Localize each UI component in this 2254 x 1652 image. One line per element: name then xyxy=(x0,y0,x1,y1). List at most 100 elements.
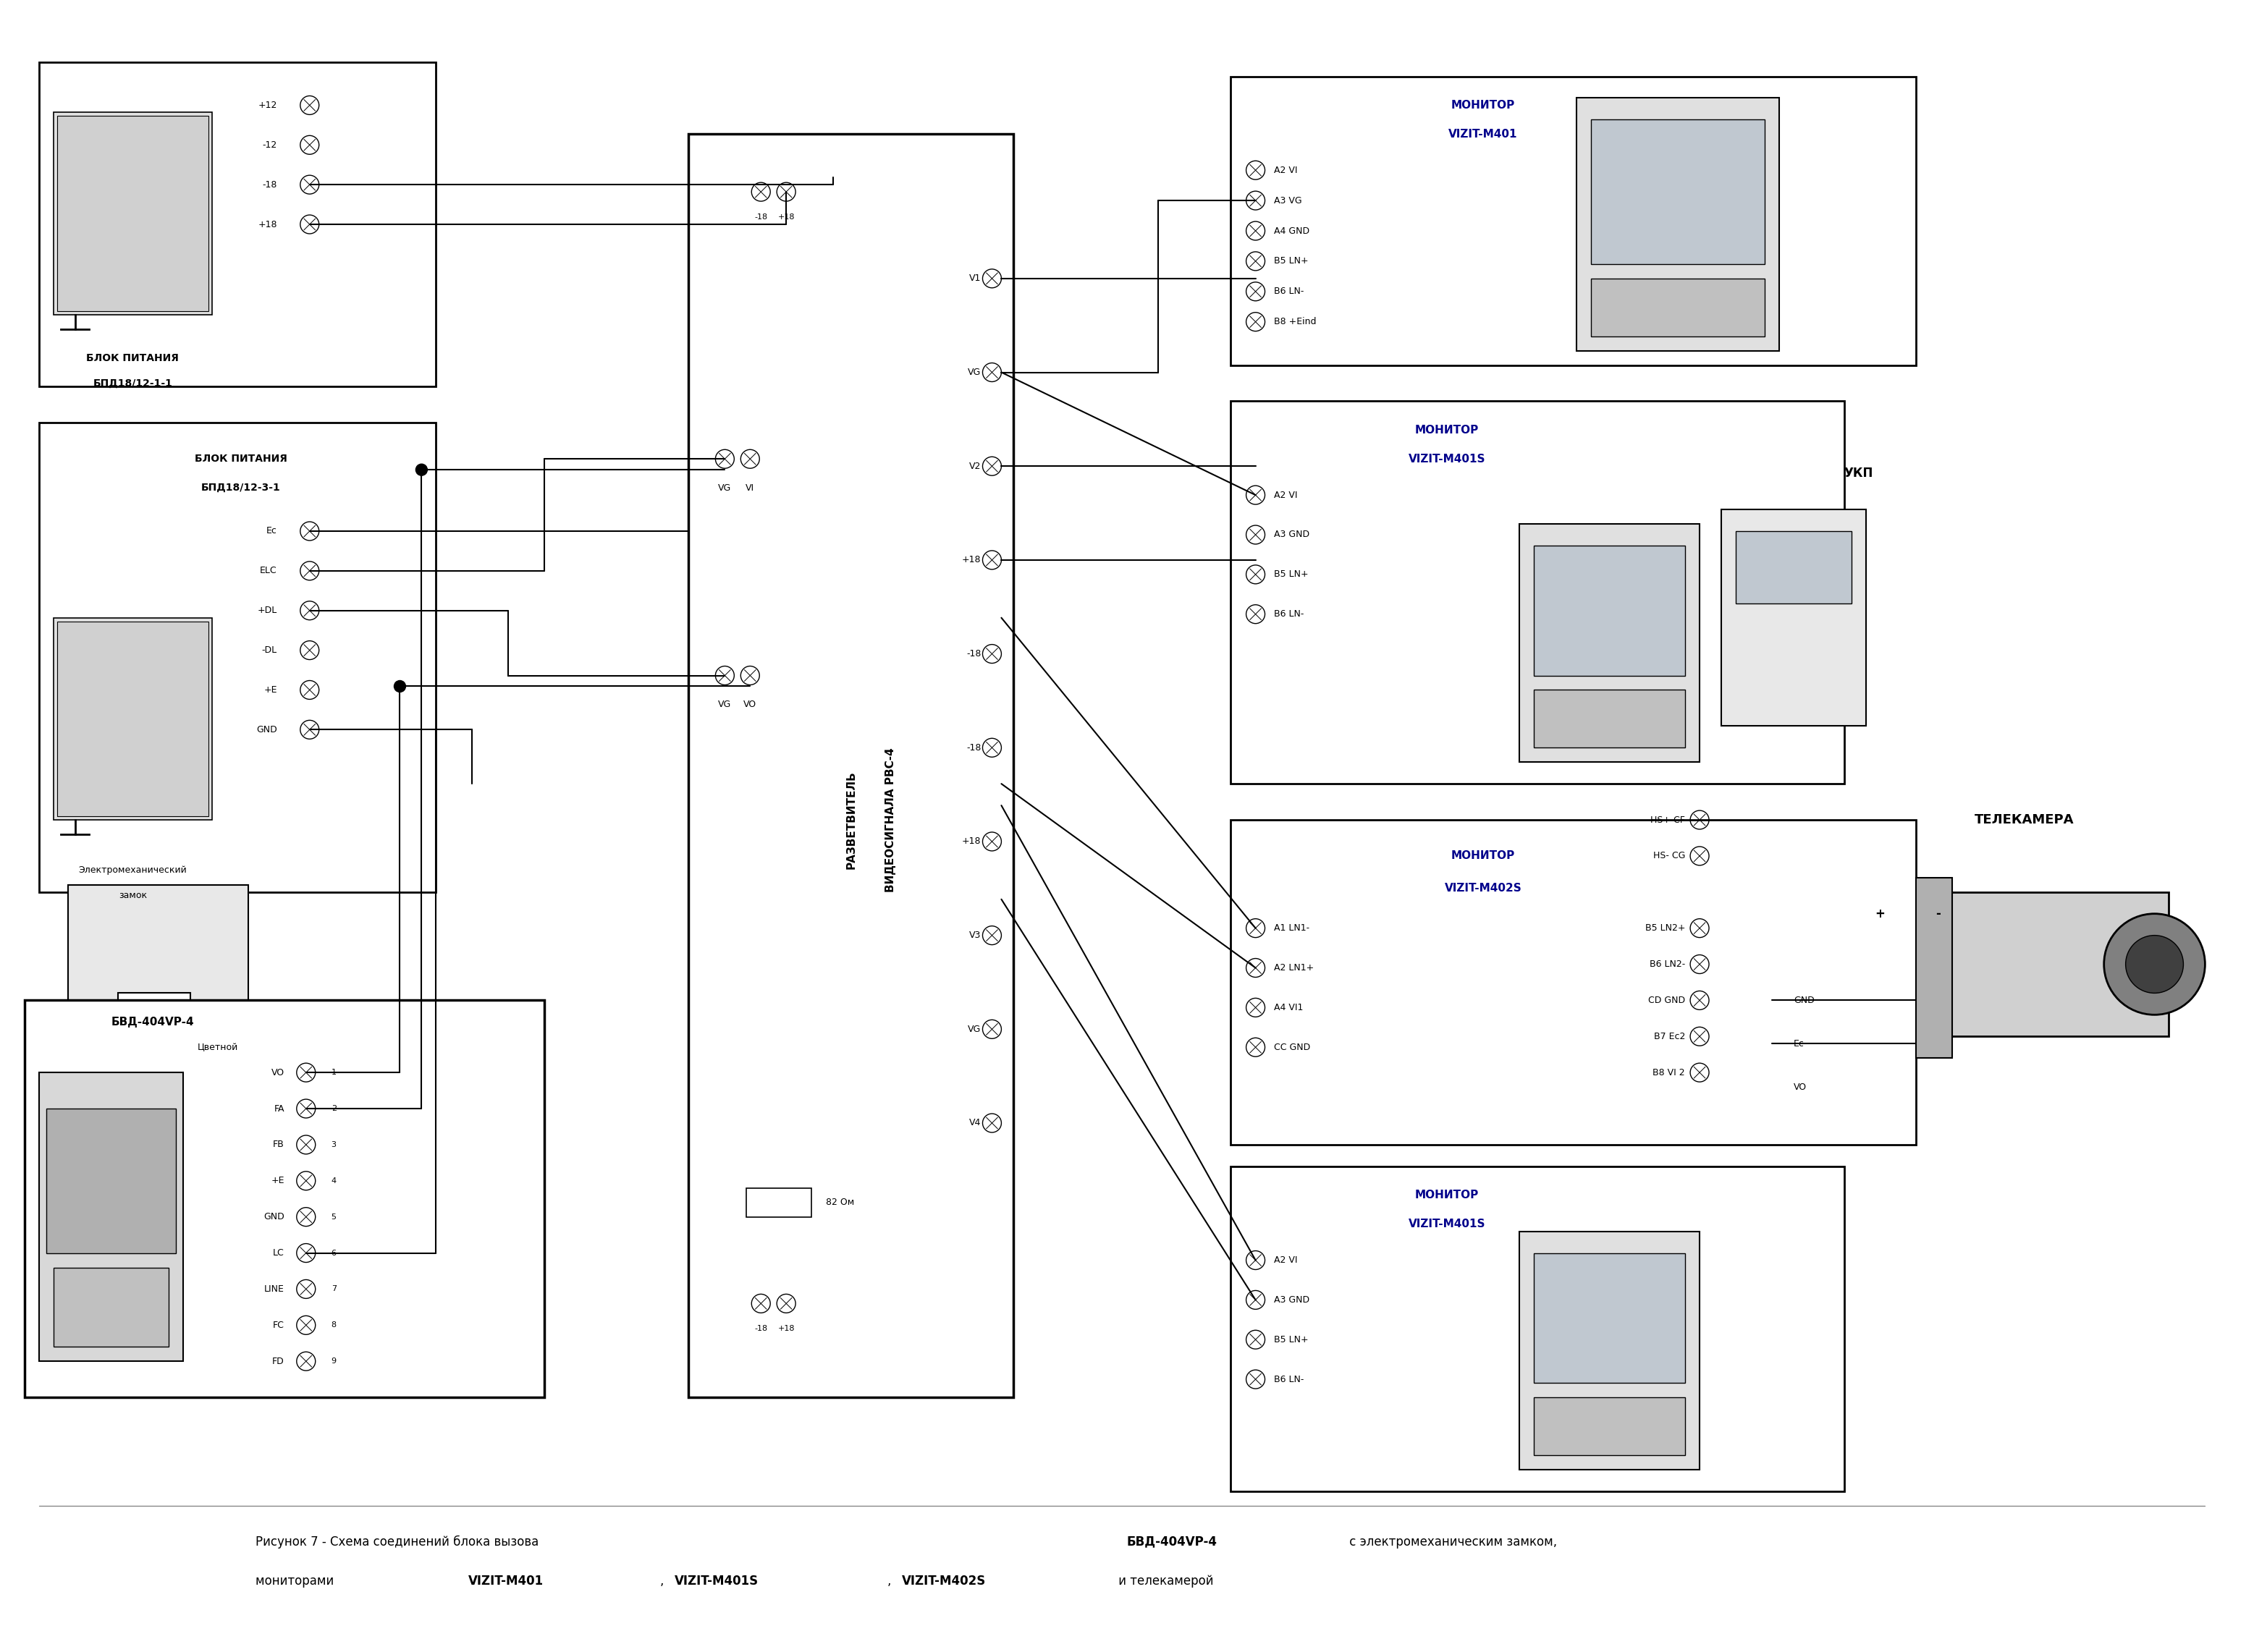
Bar xyxy=(56,621,210,816)
Text: и телекамерой: и телекамерой xyxy=(1116,1574,1213,1588)
Text: GND: GND xyxy=(257,725,277,735)
Text: HS- CG: HS- CG xyxy=(1652,851,1686,861)
Circle shape xyxy=(394,681,406,692)
Text: 2: 2 xyxy=(331,1105,336,1112)
Text: A4 VI1: A4 VI1 xyxy=(1274,1003,1303,1013)
Text: +E: +E xyxy=(264,686,277,694)
Text: +18: +18 xyxy=(778,1325,796,1333)
Text: МОНИТОР: МОНИТОР xyxy=(1452,851,1515,861)
Text: CD GND: CD GND xyxy=(1648,996,1686,1004)
Text: GND: GND xyxy=(264,1213,284,1221)
Text: V3: V3 xyxy=(969,930,980,940)
Bar xyxy=(746,1188,811,1218)
Text: Рисунок 7 - Схема соединений блока вызова: Рисунок 7 - Схема соединений блока вызов… xyxy=(255,1535,543,1548)
Text: 5: 5 xyxy=(331,1213,336,1221)
Text: МОНИТОР: МОНИТОР xyxy=(1416,425,1479,436)
Text: B5 LN+: B5 LN+ xyxy=(1274,256,1307,266)
Bar xyxy=(54,112,212,314)
Bar xyxy=(38,1072,183,1361)
Text: +18: +18 xyxy=(962,555,980,565)
Bar xyxy=(1533,691,1686,748)
Text: -18: -18 xyxy=(755,213,766,221)
Text: 82 Ом: 82 Ом xyxy=(825,1198,854,1208)
Text: VG: VG xyxy=(719,700,730,709)
Bar xyxy=(1231,76,1916,365)
Text: VO: VO xyxy=(270,1067,284,1077)
Bar xyxy=(1231,819,1916,1145)
Text: A4 GND: A4 GND xyxy=(1274,226,1310,236)
Text: VIZIT-M401S: VIZIT-M401S xyxy=(1409,454,1485,464)
Text: МОНИТОР: МОНИТОР xyxy=(1416,1189,1479,1201)
Text: мониторами: мониторами xyxy=(255,1574,338,1588)
Text: ,: , xyxy=(888,1574,895,1588)
Circle shape xyxy=(2126,935,2184,993)
Text: VIZIT-M401S: VIZIT-M401S xyxy=(1409,1219,1485,1229)
Text: ТЕЛЕКАМЕРА: ТЕЛЕКАМЕРА xyxy=(1975,813,2074,826)
Text: -18: -18 xyxy=(755,1325,766,1333)
Text: FD: FD xyxy=(273,1356,284,1366)
Bar xyxy=(1916,892,2168,1036)
Text: FB: FB xyxy=(273,1140,284,1150)
Text: ELC: ELC xyxy=(259,567,277,575)
Text: Цветной: Цветной xyxy=(198,1042,239,1052)
Text: A1 LN1-: A1 LN1- xyxy=(1274,923,1310,933)
Text: БЛОК ПИТАНИЯ: БЛОК ПИТАНИЯ xyxy=(194,454,286,464)
Bar xyxy=(38,61,435,387)
Text: VIZIT-M402S: VIZIT-M402S xyxy=(1445,884,1521,894)
Text: 4: 4 xyxy=(331,1178,336,1184)
Text: с электромеханическим замком,: с электромеханическим замком, xyxy=(1346,1535,1558,1548)
Bar xyxy=(690,134,1014,1398)
Text: B7 Ec2: B7 Ec2 xyxy=(1654,1032,1686,1041)
Text: A2 VI: A2 VI xyxy=(1274,165,1296,175)
Bar xyxy=(1533,545,1686,676)
Text: V2: V2 xyxy=(969,461,980,471)
Text: БПД18/12-1-1: БПД18/12-1-1 xyxy=(92,378,174,388)
Bar xyxy=(56,116,210,311)
Bar xyxy=(1519,524,1700,762)
Text: A2 LN1+: A2 LN1+ xyxy=(1274,963,1314,973)
Text: МОНИТОР: МОНИТОР xyxy=(1452,99,1515,111)
Bar xyxy=(45,1108,176,1252)
Text: B5 LN2+: B5 LN2+ xyxy=(1645,923,1686,933)
Text: B8 VI 2: B8 VI 2 xyxy=(1652,1067,1686,1077)
Text: 1: 1 xyxy=(331,1069,336,1075)
Bar xyxy=(117,993,192,1051)
Text: VO: VO xyxy=(744,700,757,709)
Text: VO: VO xyxy=(1794,1082,1808,1092)
Text: ВИДЕОСИГНАЛА РВС-4: ВИДЕОСИГНАЛА РВС-4 xyxy=(886,748,897,892)
Text: +12: +12 xyxy=(257,101,277,111)
Bar xyxy=(68,885,248,1014)
Text: Ec: Ec xyxy=(1794,1039,1803,1049)
Text: B8 +Eind: B8 +Eind xyxy=(1274,317,1316,327)
Text: +18: +18 xyxy=(257,220,277,230)
Text: Электромеханический: Электромеханический xyxy=(79,866,187,876)
Text: +18: +18 xyxy=(962,838,980,846)
Text: FA: FA xyxy=(273,1104,284,1113)
Text: LINE: LINE xyxy=(264,1284,284,1294)
Text: -12: -12 xyxy=(261,140,277,150)
Text: LC: LC xyxy=(273,1249,284,1257)
Text: +: + xyxy=(1875,907,1884,920)
Text: FC: FC xyxy=(273,1320,284,1330)
Text: 3: 3 xyxy=(331,1142,336,1148)
Text: VIZIT-M402S: VIZIT-M402S xyxy=(902,1574,985,1588)
Bar xyxy=(1519,1231,1700,1470)
Text: VI: VI xyxy=(746,482,755,492)
Text: B5 LN+: B5 LN+ xyxy=(1274,570,1307,580)
Text: -18: -18 xyxy=(967,649,980,659)
Bar xyxy=(1533,1398,1686,1455)
Text: A2 VI: A2 VI xyxy=(1274,491,1296,501)
Text: A2 VI: A2 VI xyxy=(1274,1256,1296,1265)
Text: A3 GND: A3 GND xyxy=(1274,1295,1310,1305)
Text: VIZIT-M401S: VIZIT-M401S xyxy=(674,1574,757,1588)
Text: -: - xyxy=(1936,907,1941,920)
Text: +E: +E xyxy=(270,1176,284,1186)
Bar xyxy=(25,1001,543,1398)
Text: HS+ CF: HS+ CF xyxy=(1650,814,1686,824)
Text: B6 LN2-: B6 LN2- xyxy=(1650,960,1686,970)
Text: A3 VG: A3 VG xyxy=(1274,197,1301,205)
Text: Ec: Ec xyxy=(266,527,277,535)
Text: -18: -18 xyxy=(967,743,980,752)
Text: -DL: -DL xyxy=(261,646,277,654)
Text: B6 LN-: B6 LN- xyxy=(1274,287,1303,296)
